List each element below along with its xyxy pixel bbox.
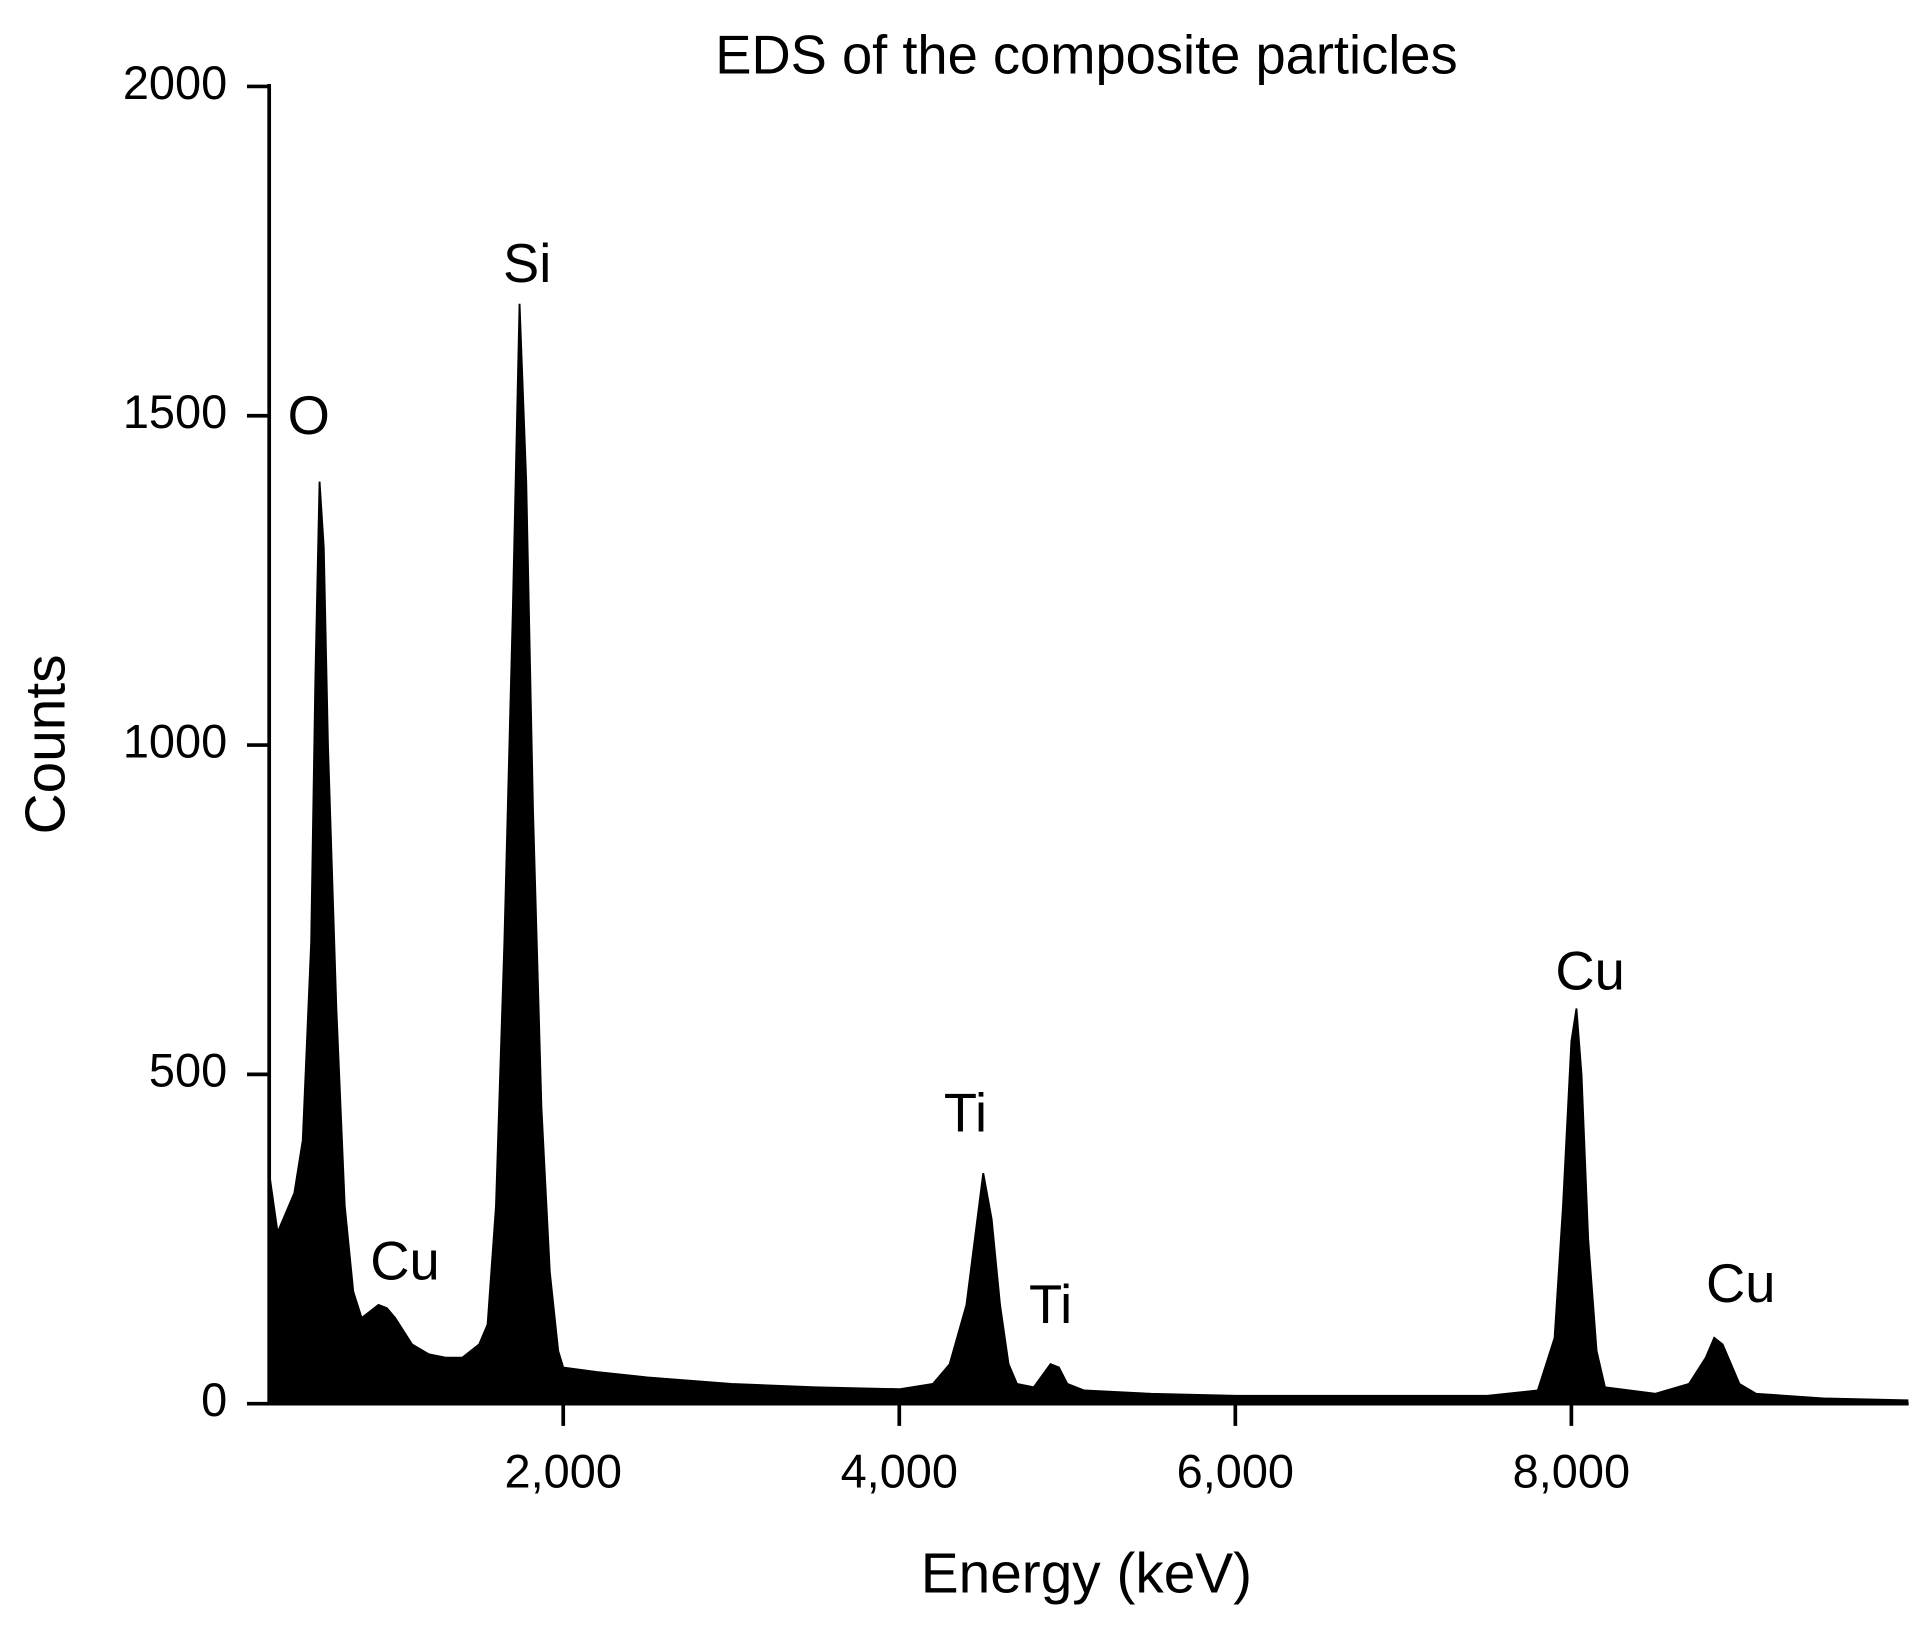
- x-tick-label: 2,000: [505, 1446, 622, 1498]
- spectrum-area: [268, 303, 1909, 1405]
- chart-title: EDS of the composite particles: [715, 25, 1457, 86]
- y-tick-label: 500: [149, 1045, 227, 1097]
- y-tick-label: 2000: [123, 57, 227, 109]
- y-tick-label: 0: [201, 1374, 227, 1426]
- peak-label: Ti: [1029, 1274, 1072, 1335]
- y-tick-label: 1500: [123, 386, 227, 438]
- y-tick-label: 1000: [123, 715, 227, 767]
- x-tick-label: 6,000: [1177, 1446, 1294, 1498]
- peak-label: Cu: [1706, 1253, 1775, 1314]
- peak-label: Si: [503, 233, 551, 294]
- x-tick-label: 8,000: [1513, 1446, 1630, 1498]
- y-axis-title: Counts: [14, 654, 77, 834]
- peak-label: O: [288, 385, 330, 446]
- peak-label: Ti: [944, 1083, 987, 1144]
- peak-label: Cu: [1555, 941, 1624, 1002]
- peak-label: Cu: [370, 1231, 439, 1292]
- x-axis-title: Energy (keV): [921, 1543, 1252, 1606]
- x-tick-label: 4,000: [841, 1446, 958, 1498]
